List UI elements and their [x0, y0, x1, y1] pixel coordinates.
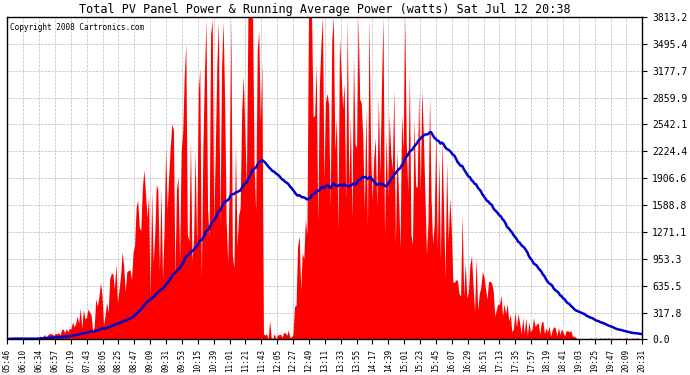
Title: Total PV Panel Power & Running Average Power (watts) Sat Jul 12 20:38: Total PV Panel Power & Running Average P… — [79, 3, 571, 16]
Text: Copyright 2008 Cartronics.com: Copyright 2008 Cartronics.com — [10, 23, 145, 32]
